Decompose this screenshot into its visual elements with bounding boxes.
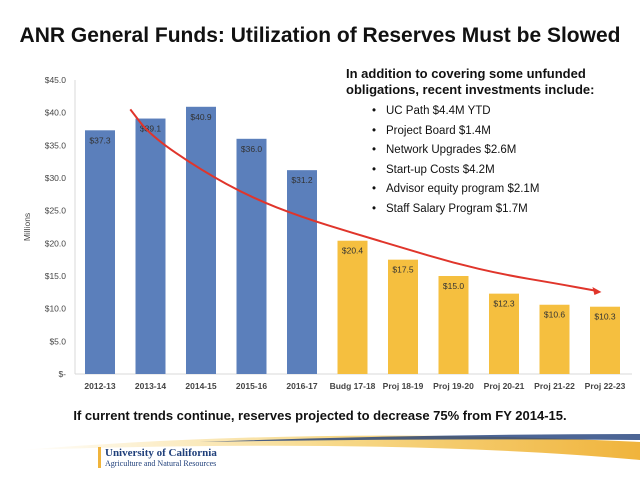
data-label: $10.3 bbox=[594, 312, 616, 322]
x-tick-label: Proj 22-23 bbox=[585, 381, 626, 391]
decorative-swoosh bbox=[20, 434, 640, 460]
x-tick-label: 2012-13 bbox=[84, 381, 115, 391]
bar-Proj 22-23 bbox=[590, 306, 620, 374]
y-tick-label: $- bbox=[58, 369, 66, 379]
y-tick-label: $25.0 bbox=[45, 206, 67, 216]
data-label: $17.5 bbox=[392, 265, 414, 275]
x-tick-label: 2013-14 bbox=[135, 381, 166, 391]
x-tick-label: Proj 19-20 bbox=[433, 381, 474, 391]
footer-note: If current trends continue, reserves pro… bbox=[73, 408, 567, 423]
investment-item: Project Board $1.4M bbox=[372, 122, 636, 142]
y-axis-label: Millions bbox=[22, 213, 32, 241]
y-tick-label: $45.0 bbox=[45, 75, 67, 85]
y-tick-label: $35.0 bbox=[45, 140, 67, 150]
bar-2013-14 bbox=[135, 118, 166, 375]
bar-Budg 17-18 bbox=[337, 240, 368, 374]
logo-line1: University of California bbox=[105, 447, 217, 459]
bar-2012-13 bbox=[85, 130, 115, 374]
data-label: $39.1 bbox=[140, 124, 162, 134]
x-tick-label: 2014-15 bbox=[185, 381, 216, 391]
trend-line bbox=[129, 108, 598, 293]
investments-box: In addition to covering some unfunded ob… bbox=[346, 66, 636, 219]
investment-item: Start-up Costs $4.2M bbox=[372, 161, 636, 181]
x-tick-label: 2016-17 bbox=[286, 381, 317, 391]
bar-Proj 21-22 bbox=[539, 304, 570, 374]
investments-heading: In addition to covering some unfunded ob… bbox=[346, 66, 595, 97]
x-tick-label: Proj 18-19 bbox=[383, 381, 424, 391]
investments-list: UC Path $4.4M YTD Project Board $1.4M Ne… bbox=[346, 102, 636, 219]
bar-Proj 20-21 bbox=[489, 293, 519, 374]
x-tick-label: 2015-16 bbox=[236, 381, 267, 391]
data-label: $40.9 bbox=[190, 112, 212, 122]
x-tick-label: Proj 21-22 bbox=[534, 381, 575, 391]
bar-Proj 18-19 bbox=[388, 259, 418, 374]
investment-item: UC Path $4.4M YTD bbox=[372, 102, 636, 122]
investment-item: Advisor equity program $2.1M bbox=[372, 180, 636, 200]
data-label: $31.2 bbox=[291, 175, 313, 185]
data-label: $10.6 bbox=[544, 310, 566, 320]
data-label: $12.3 bbox=[493, 299, 515, 309]
x-tick-label: Budg 17-18 bbox=[330, 381, 376, 391]
uc-anr-logo: University of California Agriculture and… bbox=[98, 447, 217, 468]
y-tick-label: $5.0 bbox=[49, 336, 66, 346]
y-tick-label: $40.0 bbox=[45, 108, 67, 118]
data-label: $15.0 bbox=[443, 281, 465, 291]
bar-2014-15 bbox=[186, 106, 216, 374]
x-tick-label: Proj 20-21 bbox=[484, 381, 525, 391]
bar-chart: $- $5.0 $10.0 $15.0 $20.0 $25.0 $30.0 $35.0 $40.… bbox=[22, 75, 632, 391]
data-label: $20.4 bbox=[342, 246, 364, 256]
bar-Proj 19-20 bbox=[438, 276, 469, 374]
trend-arrowhead bbox=[592, 287, 602, 296]
logo-line2: Agriculture and Natural Resources bbox=[105, 459, 217, 468]
data-label: $36.0 bbox=[241, 144, 263, 154]
investment-item: Staff Salary Program $1.7M bbox=[372, 200, 636, 220]
slide-title: ANR General Funds: Utilization of Reserv… bbox=[19, 24, 621, 47]
y-tick-label: $20.0 bbox=[45, 238, 67, 248]
y-tick-label: $10.0 bbox=[45, 304, 67, 314]
data-label: $37.3 bbox=[89, 135, 111, 145]
investment-item: Network Upgrades $2.6M bbox=[372, 141, 636, 161]
bar-2015-16 bbox=[236, 138, 267, 374]
y-tick-label: $15.0 bbox=[45, 271, 67, 281]
y-tick-label: $30.0 bbox=[45, 173, 67, 183]
bar-2016-17 bbox=[287, 170, 317, 374]
